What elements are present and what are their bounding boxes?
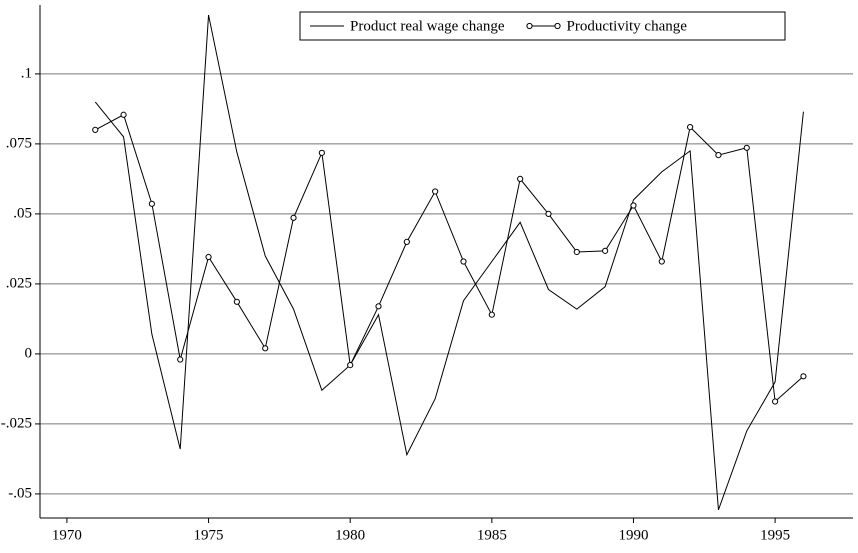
legend-marker xyxy=(554,22,561,30)
y-tick-label: 0 xyxy=(25,345,33,361)
marker xyxy=(658,258,665,265)
marker xyxy=(120,111,127,118)
marker xyxy=(375,303,382,310)
series-line xyxy=(94,14,804,511)
marker xyxy=(573,248,580,256)
marker xyxy=(233,298,240,305)
marker xyxy=(715,151,722,159)
marker xyxy=(630,202,637,209)
marker xyxy=(290,214,297,221)
x-tick-label: 1980 xyxy=(335,527,365,543)
marker xyxy=(488,311,495,318)
legend-marker xyxy=(526,22,533,30)
marker xyxy=(743,144,750,151)
marker xyxy=(517,175,524,182)
legend-label: Productivity change xyxy=(567,18,688,34)
marker xyxy=(347,362,354,369)
legend-label: Product real wage change xyxy=(350,18,505,34)
marker xyxy=(800,373,807,380)
y-tick-label: -.025 xyxy=(1,415,32,431)
marker xyxy=(177,356,184,363)
marker xyxy=(92,126,99,133)
y-tick-label: .05 xyxy=(13,205,32,221)
marker xyxy=(205,253,212,261)
marker xyxy=(602,247,609,254)
marker xyxy=(318,149,325,156)
marker xyxy=(771,398,779,405)
x-tick-label: 1995 xyxy=(760,527,790,543)
y-tick-label: .025 xyxy=(6,275,32,291)
marker xyxy=(432,188,439,195)
marker xyxy=(460,258,467,265)
y-tick-label: .1 xyxy=(21,65,32,81)
marker xyxy=(262,345,269,352)
y-tick-label: -.05 xyxy=(8,485,32,501)
x-tick-label: 1990 xyxy=(618,527,648,543)
x-tick-label: 1970 xyxy=(52,527,82,543)
marker xyxy=(403,238,410,245)
x-tick-label: 1985 xyxy=(477,527,507,543)
y-tick-label: .075 xyxy=(6,135,32,151)
x-tick-label: 1975 xyxy=(194,527,224,543)
marker xyxy=(148,200,155,207)
marker xyxy=(687,123,694,131)
marker xyxy=(545,210,552,217)
series-line xyxy=(95,114,804,403)
